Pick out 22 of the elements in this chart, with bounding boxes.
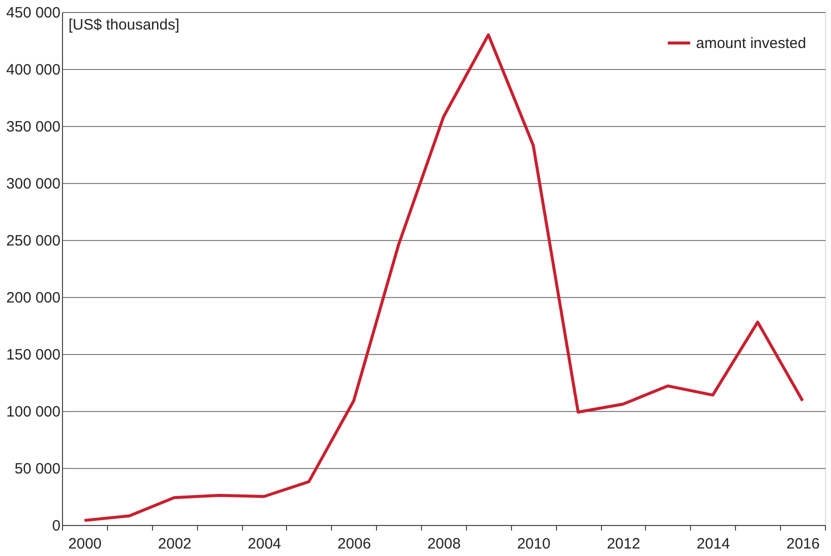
y-tick-label: 200 000 — [6, 290, 60, 306]
x-tick-label: 2000 — [68, 536, 102, 552]
x-tick-label: 2002 — [158, 536, 192, 552]
x-tick-label: 2012 — [606, 536, 640, 552]
x-tick-label: 2016 — [786, 536, 820, 552]
x-tick-label: 2006 — [338, 536, 371, 552]
y-axis-title: [US$ thousands] — [68, 16, 180, 34]
y-tick-label: 350 000 — [6, 118, 60, 136]
y-tick-label: 250 000 — [6, 232, 60, 250]
y-tick-label: 50 000 — [14, 460, 60, 478]
y-tick-label: 450 000 — [6, 4, 60, 22]
y-tick-label: 150 000 — [6, 346, 60, 364]
x-tick-label: 2008 — [427, 536, 461, 552]
line-series — [82, 33, 804, 522]
legend-label: amount invested — [696, 35, 806, 52]
y-tick-label: 100 000 — [6, 404, 60, 420]
x-tick-label: 2004 — [248, 536, 282, 552]
x-tick-label: 2010 — [517, 536, 550, 552]
x-tick-label: 2014 — [696, 536, 730, 552]
y-tick-label: 400 000 — [6, 62, 60, 78]
y-tick-label: 0 — [52, 518, 60, 534]
y-tick-label: 300 000 — [6, 176, 60, 192]
